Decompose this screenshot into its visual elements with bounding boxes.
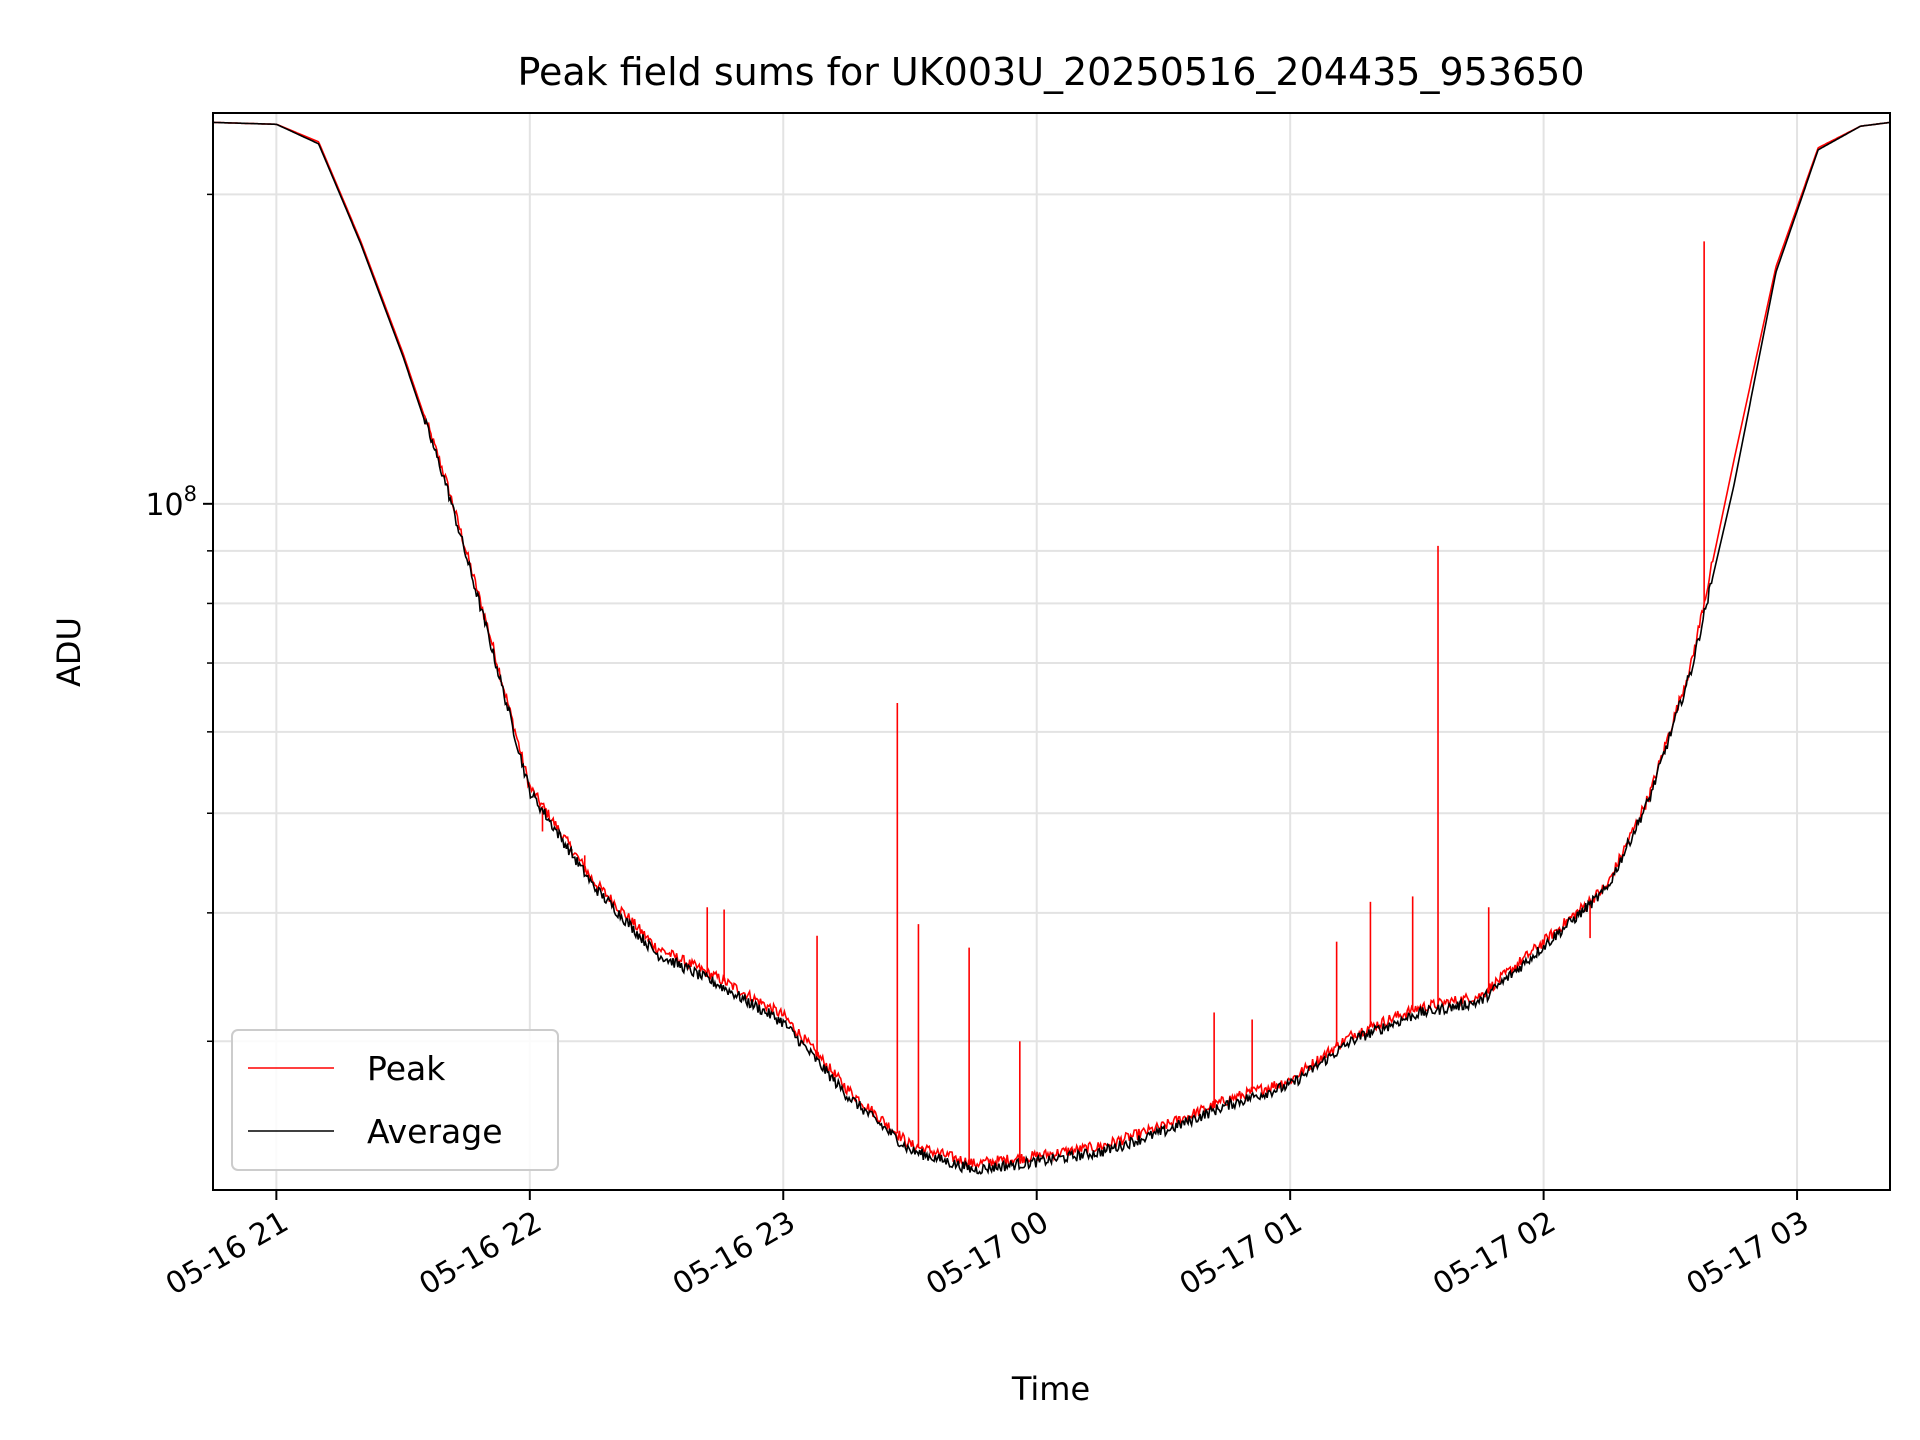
legend: Peak Average xyxy=(231,1029,559,1171)
series-layer xyxy=(213,121,1891,1175)
legend-box xyxy=(231,1029,559,1171)
series-line-average xyxy=(213,121,1891,1175)
chart-title: Peak field sums for UK003U_20250516_2044… xyxy=(517,50,1584,94)
y-tick-label: 108 xyxy=(145,482,197,523)
y-axis: 108 xyxy=(145,193,213,1043)
x-axis-label: Time xyxy=(1011,1370,1090,1408)
plot-frame xyxy=(212,112,1891,1191)
series-line-peak xyxy=(213,121,1891,1171)
y-axis-label: ADU xyxy=(50,617,88,687)
grid xyxy=(213,113,1890,1190)
legend-label: Peak xyxy=(367,1049,446,1088)
legend-label: Average xyxy=(367,1112,503,1151)
